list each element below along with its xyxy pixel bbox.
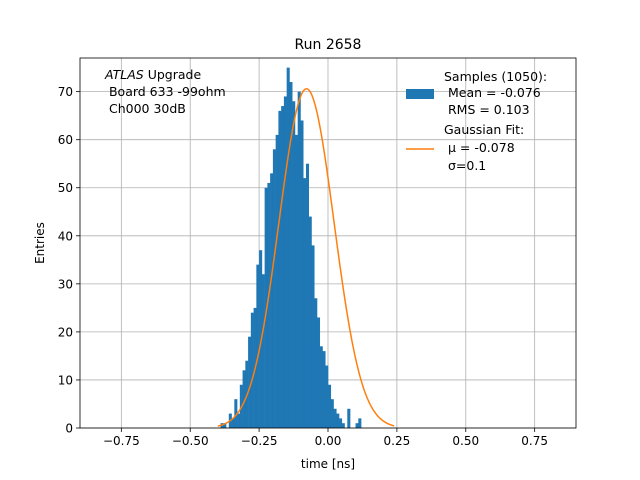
histogram-bar	[275, 134, 279, 428]
histogram-bar	[286, 67, 290, 429]
y-tick-label: 10	[58, 373, 73, 387]
x-tick-label: 0.00	[315, 434, 342, 448]
histogram-bar	[328, 384, 332, 428]
annotation-board: Board 633 -99ohm	[105, 84, 226, 99]
histogram-bar	[267, 182, 271, 428]
histogram-bar	[261, 274, 265, 428]
histogram-bar	[272, 149, 276, 428]
y-tick-label: 0	[65, 422, 73, 436]
histogram-bar	[330, 399, 334, 428]
annotation-channel: Ch000 30dB	[105, 101, 186, 116]
annotation-upgrade: Upgrade	[144, 67, 202, 82]
histogram-bar	[305, 163, 310, 428]
histogram-bar	[303, 178, 307, 428]
y-tick-label: 70	[58, 85, 73, 99]
y-tick-label: 20	[58, 325, 73, 339]
annotation-atlas: ATLAS	[104, 67, 144, 82]
histogram-bar	[283, 96, 287, 428]
histogram-bar	[278, 110, 282, 428]
histogram-bar	[256, 264, 260, 428]
histogram-bar	[248, 336, 252, 428]
legend-hist-rms: RMS = 0.103	[444, 102, 530, 117]
legend-fit-sigma: σ=0.1	[444, 158, 486, 173]
histogram-bar	[234, 399, 238, 428]
histogram-bar	[294, 134, 298, 428]
histogram-bar	[259, 250, 263, 428]
annotation-line-1: ATLAS Upgrade	[104, 67, 201, 82]
legend-fit-mu: μ = -0.078	[444, 140, 515, 155]
histogram-bar	[223, 423, 227, 428]
histogram-bar	[292, 101, 296, 428]
histogram-bar	[333, 408, 337, 428]
legend-fit-label-1: Gaussian Fit:	[444, 122, 524, 137]
y-tick-label: 60	[58, 133, 73, 147]
histogram-bar	[319, 346, 323, 428]
histogram-bar	[242, 370, 246, 428]
histogram-bar	[314, 298, 318, 428]
x-tick-label: 0.50	[452, 434, 479, 448]
chart-title: Run 2658	[295, 37, 362, 53]
histogram-bar	[311, 245, 315, 428]
x-tick-label: −0.25	[241, 434, 278, 448]
legend: Samples (1050): Mean = -0.076 RMS = 0.10…	[406, 69, 547, 173]
histogram-bar	[355, 423, 359, 428]
y-tick-label: 30	[58, 277, 73, 291]
histogram-bar	[358, 418, 362, 428]
gaussian-fit-line	[217, 88, 395, 427]
histogram-bar	[270, 173, 274, 428]
histogram-bar	[336, 413, 340, 428]
histogram-bar	[325, 365, 329, 428]
y-tick-label: 50	[58, 181, 73, 195]
histogram-bar	[297, 91, 301, 429]
y-axis-ticks: 0 10 20 30 40 50 60 70	[58, 85, 80, 436]
histogram-bar	[322, 351, 326, 428]
histogram-bar	[281, 106, 285, 429]
x-tick-label: −0.75	[103, 434, 140, 448]
histogram-bar	[341, 423, 345, 428]
histogram-bar	[237, 413, 241, 428]
atlas-annotation: ATLAS Upgrade Board 633 -99ohm Ch000 30d…	[104, 67, 226, 116]
histogram-bar	[300, 120, 304, 428]
x-axis-ticks: −0.75 −0.50 −0.25 0.00 0.25 0.50 0.75	[103, 428, 548, 448]
x-tick-label: 0.25	[384, 434, 411, 448]
histogram-bar	[316, 317, 321, 428]
y-axis-label: Entries	[33, 222, 47, 264]
x-tick-label: 0.75	[521, 434, 548, 448]
histogram-bar	[250, 312, 254, 428]
x-axis-label: time [ns]	[301, 457, 355, 471]
x-tick-label: −0.50	[172, 434, 209, 448]
legend-hist-label-1: Samples (1050):	[444, 69, 547, 84]
histogram-bar	[308, 216, 312, 428]
legend-hist-mean: Mean = -0.076	[444, 85, 541, 100]
histogram-bar	[289, 82, 293, 428]
histogram-bar	[347, 408, 351, 428]
y-tick-label: 40	[58, 229, 73, 243]
legend-hist-swatch	[406, 89, 434, 99]
histogram-bar	[339, 418, 343, 428]
histogram-bar	[231, 418, 235, 428]
